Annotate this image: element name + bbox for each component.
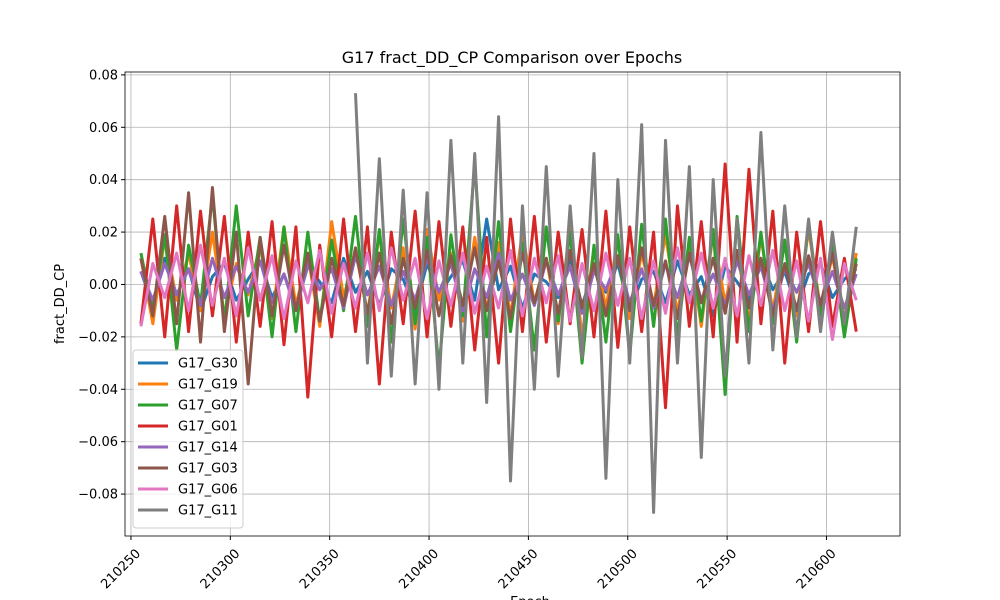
legend-label: G17_G30	[178, 357, 238, 372]
x-axis-label: Epoch	[510, 595, 550, 600]
data-line	[354, 93, 858, 514]
legend-label: G17_G07	[178, 399, 238, 414]
y-tick-label: 0.08	[89, 68, 118, 83]
legend-label: G17_G14	[178, 441, 238, 456]
legend-box	[132, 349, 244, 529]
legend-label: G17_G19	[178, 378, 238, 393]
y-tick-label: 0.06	[89, 121, 118, 136]
y-tick-label: −0.04	[78, 383, 118, 398]
legend-label: G17_G01	[178, 420, 238, 435]
data-line	[139, 186, 858, 386]
y-tick-label: 0.00	[89, 278, 118, 293]
plot-frame	[124, 71, 901, 537]
legend-label: G17_G11	[178, 504, 238, 519]
data-line	[139, 162, 858, 410]
chart-title: G17 fract_DD_CP Comparison over Epochs	[342, 48, 682, 68]
y-tick-label: −0.08	[78, 488, 118, 503]
data-line	[139, 243, 858, 341]
legend-label: G17_G06	[178, 483, 238, 498]
y-tick-label: 0.02	[89, 226, 118, 241]
legend-label: G17_G03	[178, 462, 238, 477]
y-tick-label: −0.06	[78, 435, 118, 450]
y-tick-label: −0.02	[78, 330, 118, 345]
legend: G17_G30 G17_G19 G17_G07 G17_G01 G17_G14 G17_G…	[132, 349, 244, 529]
data-line	[139, 251, 858, 315]
y-axis-label: fract_DD_CP	[53, 264, 68, 344]
y-tick-label: 0.04	[89, 173, 118, 188]
